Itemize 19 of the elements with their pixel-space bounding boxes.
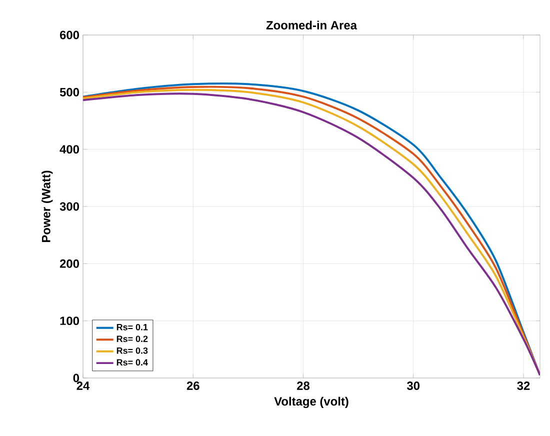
y-tick-label: 600	[60, 30, 79, 40]
y-tick-label: 400	[60, 145, 79, 154]
x-tick-label: 32	[517, 382, 530, 390]
x-tick-label: 26	[186, 382, 200, 390]
legend-label: Rs= 0.3	[116, 347, 148, 354]
y-tick-label: 500	[60, 88, 79, 96]
chart-title: Zoomed-in Area	[266, 20, 358, 30]
y-tick-label: 300	[60, 202, 79, 211]
x-tick-label: 28	[297, 382, 310, 390]
x-tick-label: 24	[76, 382, 90, 390]
y-tick-label: 100	[60, 316, 79, 326]
y-tick-label: 200	[60, 259, 79, 268]
y-axis-title: Power (Watt)	[42, 170, 53, 242]
legend-label: Rs= 0.2	[116, 336, 148, 342]
x-tick-label: 30	[406, 382, 420, 390]
y-tick-label: 0	[73, 374, 79, 382]
legend-label: Rs= 0.1	[116, 324, 148, 330]
x-axis-title: Voltage (volt)	[274, 396, 348, 408]
legend-label: Rs= 0.4	[116, 359, 148, 366]
